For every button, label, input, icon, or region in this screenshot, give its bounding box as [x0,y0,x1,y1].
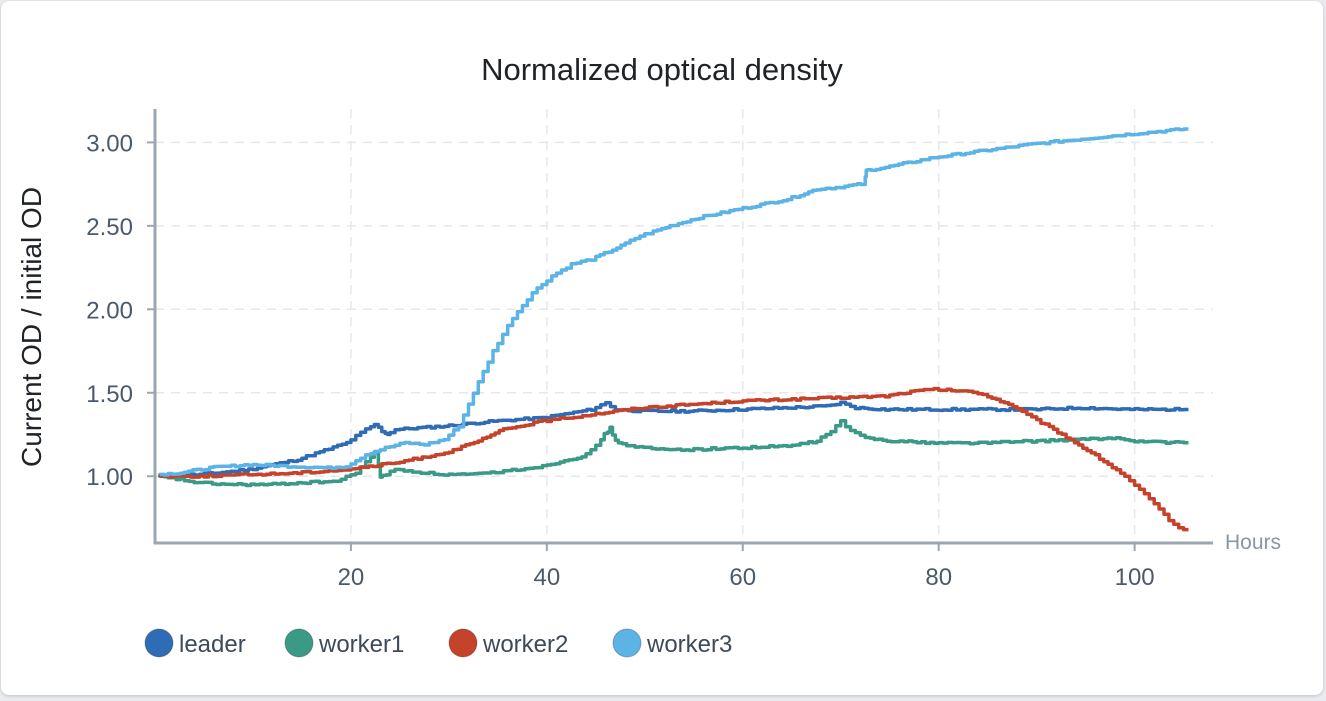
y-tick-label: 2.00 [86,297,133,324]
grid [155,109,1213,543]
y-tick-label: 1.50 [86,381,133,408]
series-line-worker3 [158,127,1189,477]
y-axis-label: Current OD / initial OD [16,187,47,467]
axes [153,109,1213,545]
x-tick-label: 100 [1115,564,1155,591]
y-tick-label: 3.00 [86,130,133,157]
x-tick-label: 60 [729,564,756,591]
x-tick-label: 40 [534,564,561,591]
x-tick-label: 80 [925,564,952,591]
legend-label-worker1: worker1 [318,631,404,658]
legend-label-worker3: worker3 [646,631,732,658]
series-line-worker1 [158,419,1189,488]
chart-title: Normalized optical density [481,52,843,87]
legend: leader worker1 worker2 worker3 [144,628,732,658]
series-line-worker2 [158,386,1189,532]
legend-label-leader: leader [179,631,246,658]
legend-marker-worker3 [612,628,642,658]
x-tick-label: 20 [338,564,365,591]
tick-labels: 20 40 60 80 100 1.00 1.50 2.00 2.50 3.00 [86,130,1154,591]
series-lines [158,127,1189,532]
legend-marker-worker1 [284,628,314,658]
y-tick-label: 2.50 [86,214,133,241]
x-axis-label: Hours [1225,531,1281,554]
legend-marker-leader [144,628,174,658]
legend-label-worker2: worker2 [482,631,568,658]
series-line-leader [158,400,1189,479]
y-tick-label: 1.00 [86,464,133,491]
legend-marker-worker2 [448,628,478,658]
